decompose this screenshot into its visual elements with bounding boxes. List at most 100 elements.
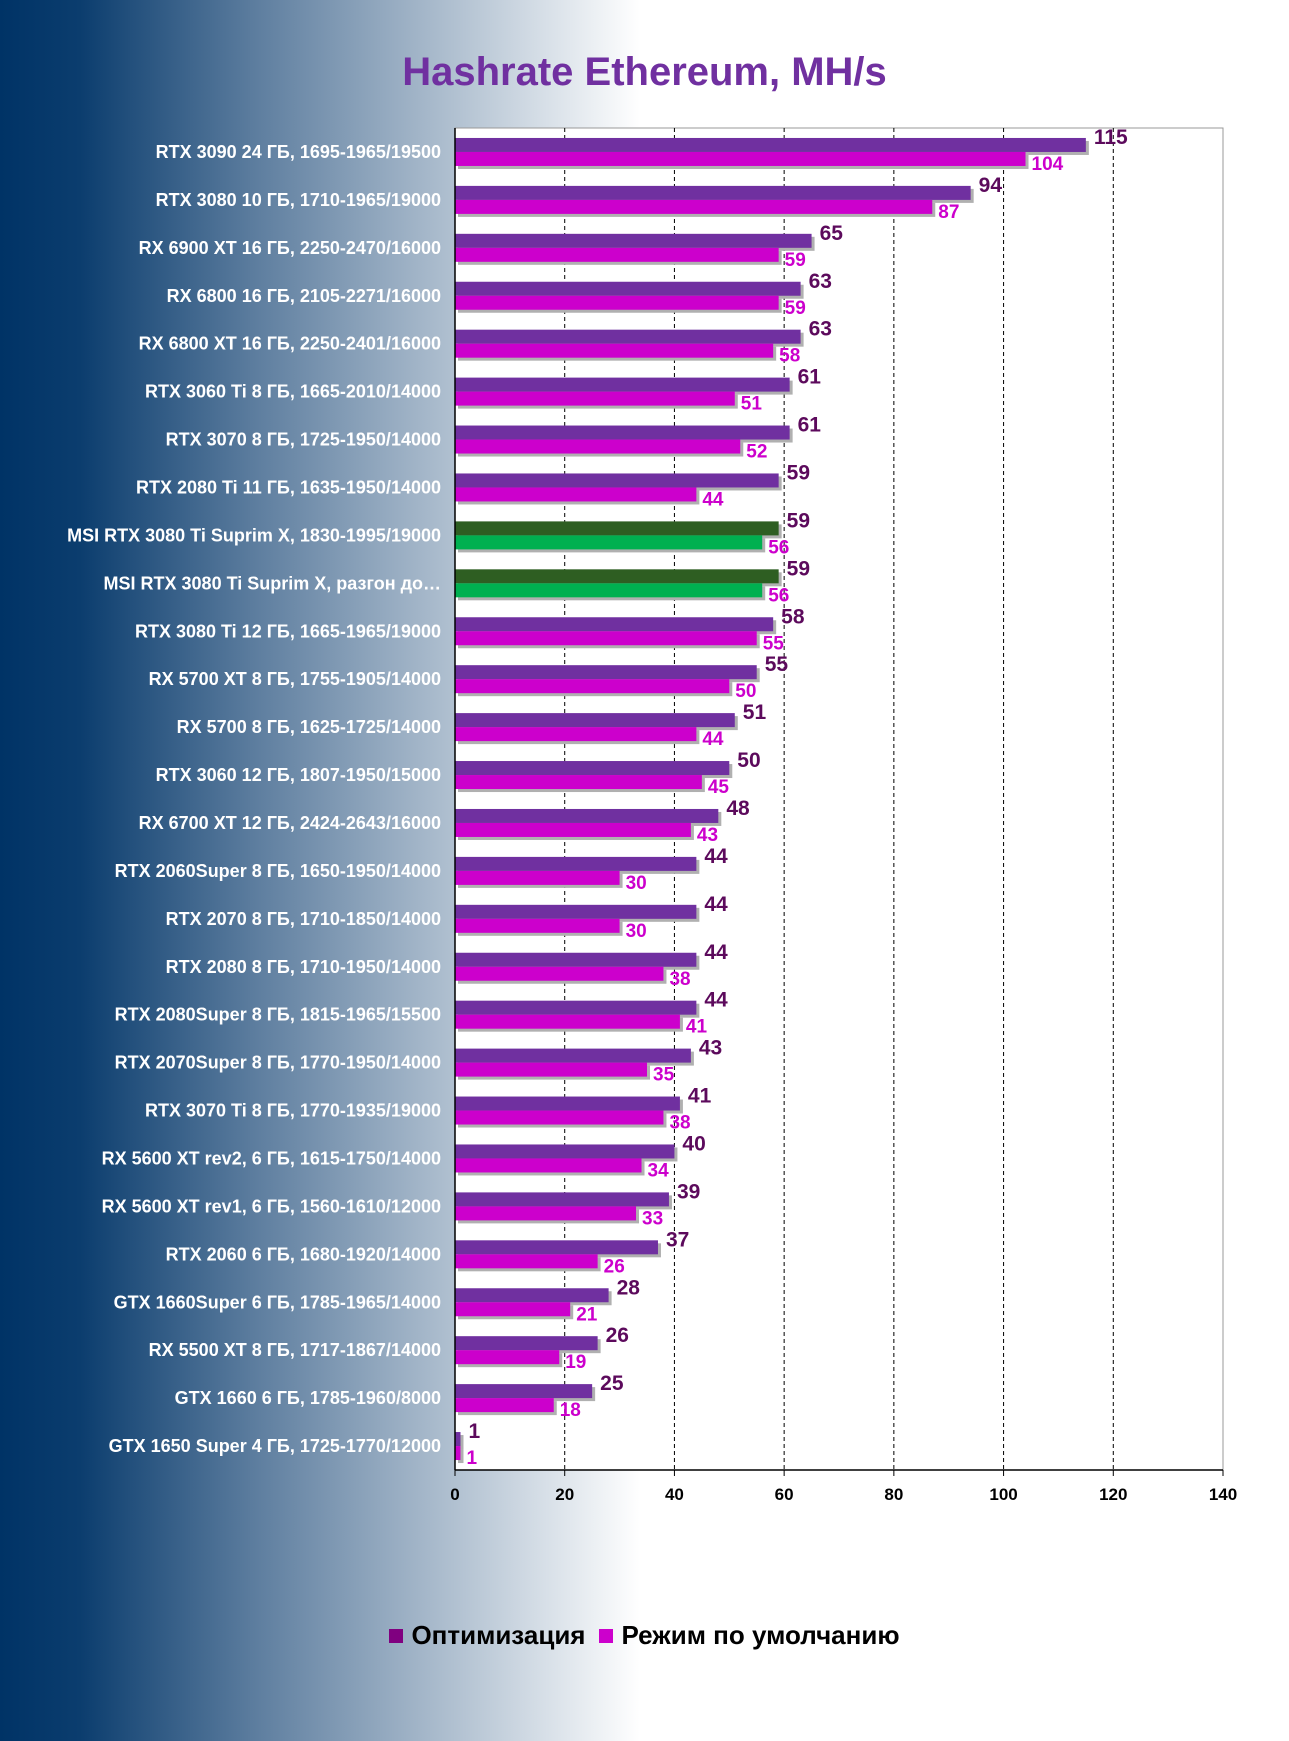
data-label-optimization: 44 xyxy=(704,941,728,964)
data-label-default: 51 xyxy=(741,394,763,415)
bar-default xyxy=(455,631,757,646)
data-label-optimization: 28 xyxy=(617,1276,641,1299)
x-tick-label: 100 xyxy=(989,1485,1017,1504)
category-label: RTX 3090 24 ГБ, 1695-1965/19500 xyxy=(156,142,441,162)
category-label: RX 6800 XT 16 ГБ, 2250-2401/16000 xyxy=(139,334,441,354)
data-label-default: 55 xyxy=(763,633,785,654)
data-label-default: 21 xyxy=(576,1304,598,1325)
data-label-optimization: 59 xyxy=(787,509,810,532)
bar-default xyxy=(455,1158,642,1173)
category-label: RTX 3080 Ti 12 ГБ, 1665-1965/19000 xyxy=(135,621,441,641)
bar-default xyxy=(455,1302,571,1317)
data-label-optimization: 26 xyxy=(606,1324,629,1347)
data-label-default: 26 xyxy=(604,1256,625,1277)
x-tick-label: 20 xyxy=(555,1485,574,1504)
bar-default xyxy=(455,439,741,454)
bar-default xyxy=(455,391,735,406)
data-label-optimization: 63 xyxy=(809,270,832,293)
data-label-default: 87 xyxy=(938,202,959,223)
data-label-default: 50 xyxy=(735,681,756,702)
data-label-default: 52 xyxy=(746,442,767,463)
bar-default xyxy=(455,1110,664,1125)
data-label-optimization: 63 xyxy=(809,318,832,341)
category-label: RTX 2080 8 ГБ, 1710-1950/14000 xyxy=(166,957,441,977)
data-label-default: 34 xyxy=(648,1160,670,1181)
bar-default xyxy=(455,775,702,790)
data-label-optimization: 44 xyxy=(704,989,728,1012)
chart-title: Hashrate Ethereum, MH/s xyxy=(402,50,887,94)
data-label-default: 30 xyxy=(626,873,647,894)
category-label: RTX 3070 8 ГБ, 1725-1950/14000 xyxy=(166,430,441,450)
bar-optimization xyxy=(455,425,790,440)
category-label: RTX 3070 Ti 8 ГБ, 1770-1935/19000 xyxy=(145,1101,441,1121)
x-tick-label: 140 xyxy=(1209,1485,1237,1504)
bar-optimization xyxy=(455,761,730,776)
category-label: RX 6900 XT 16 ГБ, 2250-2470/16000 xyxy=(139,238,441,258)
category-label: RX 6700 XT 12 ГБ, 2424-2643/16000 xyxy=(139,813,441,833)
category-label: RX 5600 XT rev1, 6 ГБ, 1560-1610/12000 xyxy=(102,1196,441,1216)
data-labels: 1151049487655963596358615161525944595659… xyxy=(466,126,1128,1469)
category-label: GTX 1660 6 ГБ, 1785-1960/8000 xyxy=(175,1388,441,1408)
bar-optimization xyxy=(455,952,697,967)
legend-item-optimization: Оптимизация xyxy=(389,1620,585,1651)
bar-default xyxy=(455,966,664,981)
bar-optimization xyxy=(455,377,790,392)
data-label-optimization: 94 xyxy=(979,174,1003,197)
legend-label-default: Режим по умолчанию xyxy=(621,1620,900,1650)
category-label: MSI RTX 3080 Ti Suprim X, разгон до… xyxy=(104,573,441,593)
data-label-optimization: 50 xyxy=(737,749,760,772)
category-label: RTX 2060Super 8 ГБ, 1650-1950/14000 xyxy=(115,861,441,881)
bar-optimization xyxy=(455,329,801,344)
category-label: RX 5700 8 ГБ, 1625-1725/14000 xyxy=(177,717,441,737)
bar-optimization xyxy=(455,1048,691,1063)
bar-optimization xyxy=(455,1288,609,1303)
bar-optimization xyxy=(455,569,779,584)
data-label-optimization: 1 xyxy=(468,1420,480,1443)
bar-optimization xyxy=(455,185,971,200)
category-label: RTX 2080 Ti 11 ГБ, 1635-1950/14000 xyxy=(136,477,441,497)
data-label-default: 19 xyxy=(565,1352,586,1373)
data-label-default: 18 xyxy=(560,1400,581,1421)
data-label-optimization: 41 xyxy=(688,1085,712,1108)
bar-default xyxy=(455,1398,554,1413)
legend-swatch-optimization xyxy=(389,1628,404,1643)
data-label-optimization: 43 xyxy=(699,1037,722,1060)
bar-default xyxy=(455,487,697,502)
bar-optimization xyxy=(455,617,774,632)
x-tick-label: 40 xyxy=(665,1485,684,1504)
bar-optimization xyxy=(455,808,719,823)
category-labels: RTX 3090 24 ГБ, 1695-1965/19500 RTX 3080 … xyxy=(67,142,441,1456)
bar-default xyxy=(455,247,779,262)
bar-optimization xyxy=(455,1240,658,1255)
category-label: GTX 1660Super 6 ГБ, 1785-1965/14000 xyxy=(114,1292,441,1312)
data-label-optimization: 61 xyxy=(798,366,822,389)
category-label: RTX 3060 12 ГБ, 1807-1950/15000 xyxy=(156,765,441,785)
bar-shadow xyxy=(458,1435,464,1450)
x-tick-label: 80 xyxy=(884,1485,903,1504)
data-label-optimization: 55 xyxy=(765,653,789,676)
bar-optimization xyxy=(455,281,801,296)
bar-optimization xyxy=(455,233,812,248)
data-label-default: 30 xyxy=(626,921,647,942)
bar-chart: RTX 3090 24 ГБ, 1695-1965/19500 RTX 3080 … xyxy=(67,125,1238,1504)
data-label-default: 38 xyxy=(669,1113,690,1134)
data-label-default: 104 xyxy=(1032,154,1064,175)
data-label-optimization: 59 xyxy=(787,557,810,580)
category-label: RX 5500 XT 8 ГБ, 1717-1867/14000 xyxy=(149,1340,441,1360)
bar-shadow xyxy=(458,1449,464,1464)
data-label-optimization: 65 xyxy=(820,222,844,245)
data-label-default: 38 xyxy=(669,969,690,990)
legend: Оптимизация Режим по умолчанию xyxy=(0,1620,1289,1651)
category-label: MSI RTX 3080 Ti Suprim X, 1830-1995/1900… xyxy=(67,525,441,545)
data-label-optimization: 115 xyxy=(1094,126,1128,149)
legend-item-default: Режим по умолчанию xyxy=(599,1620,900,1651)
bar-default xyxy=(455,1206,637,1221)
data-label-default: 56 xyxy=(768,537,789,558)
bar-default xyxy=(455,870,620,885)
data-label-default: 44 xyxy=(702,489,724,510)
bar-default xyxy=(455,918,620,933)
data-label-optimization: 39 xyxy=(677,1180,700,1203)
category-label: RTX 2080Super 8 ГБ, 1815-1965/15500 xyxy=(115,1005,441,1025)
data-label-default: 1 xyxy=(466,1448,477,1469)
bar-default xyxy=(455,679,730,694)
